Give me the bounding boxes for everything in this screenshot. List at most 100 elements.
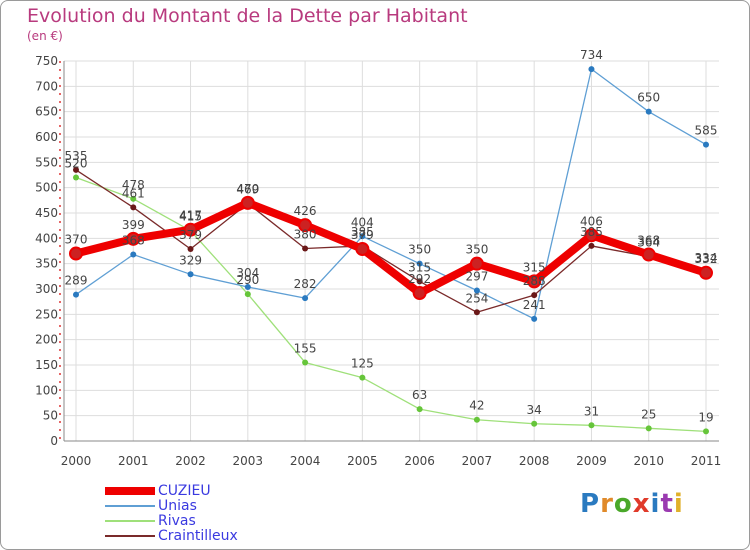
- data-label: 19: [698, 410, 713, 424]
- series-line: [75, 176, 707, 433]
- data-point: [302, 245, 309, 252]
- x-tick-label: 2004: [290, 454, 321, 468]
- data-label: 470: [236, 182, 259, 196]
- y-tick-label: 250: [35, 307, 58, 321]
- y-tick-label: 300: [35, 282, 58, 296]
- x-tick-label: 2007: [462, 454, 493, 468]
- data-label: 34: [527, 403, 542, 417]
- data-label: 289: [65, 274, 88, 288]
- data-point: [588, 422, 595, 429]
- y-tick-label: 200: [35, 333, 58, 347]
- data-label: 478: [122, 178, 145, 192]
- data-point: [527, 274, 542, 289]
- data-point: [699, 265, 713, 280]
- data-point: [130, 195, 137, 202]
- data-point: [126, 231, 141, 246]
- data-label: 399: [122, 218, 145, 232]
- legend-item-unias: Unias: [105, 497, 238, 514]
- data-point: [183, 222, 198, 237]
- data-point: [130, 204, 137, 211]
- data-point: [187, 271, 194, 278]
- x-tick-label: 2008: [519, 454, 550, 468]
- data-label: 292: [408, 272, 431, 286]
- x-tick-label: 2005: [347, 454, 378, 468]
- series-line: [75, 68, 707, 320]
- x-tick-label: 2003: [233, 454, 264, 468]
- data-point: [584, 228, 599, 243]
- data-point: [244, 283, 251, 290]
- y-tick-label: 450: [35, 206, 58, 220]
- data-label: 368: [637, 234, 660, 248]
- series-rivas: [73, 174, 709, 435]
- data-point: [298, 218, 313, 233]
- data-point: [473, 416, 480, 423]
- data-label: 288: [523, 274, 546, 288]
- legend-swatch-unias: [105, 504, 155, 507]
- labels-unias: 289 368 329 304 282 404 350 297 241 734 650 585: [65, 48, 718, 312]
- data-label: 297: [465, 270, 488, 284]
- legend-label-rivas: Rivas: [158, 512, 196, 529]
- data-label: 404: [351, 215, 374, 229]
- series-cuzieu: [69, 195, 713, 301]
- data-point: [588, 242, 595, 249]
- data-point: [355, 241, 370, 256]
- logo-letter: x: [632, 489, 651, 519]
- data-label: 350: [465, 243, 488, 257]
- data-label: 315: [523, 260, 546, 274]
- y-tick-label: 50: [43, 409, 58, 423]
- data-point: [302, 359, 309, 366]
- chart-unit: (en €): [27, 29, 63, 43]
- series-line: [75, 169, 707, 313]
- data-label: 406: [580, 214, 603, 228]
- data-label: 380: [294, 227, 317, 241]
- chart-title: Evolution du Montant de la Dette par Hab…: [27, 5, 468, 27]
- y-tick-label: 500: [35, 181, 58, 195]
- x-tick-label: 2009: [576, 454, 607, 468]
- data-label: 426: [294, 204, 317, 218]
- data-label: 315: [408, 260, 431, 274]
- data-point: [473, 287, 480, 294]
- legend-item-cuzieu: CUZIEU: [105, 482, 238, 499]
- data-label: 241: [523, 298, 546, 312]
- y-tick-label: 550: [35, 155, 58, 169]
- data-label: 520: [65, 157, 88, 171]
- proxiti-logo: Proxiti: [580, 489, 684, 519]
- y-tick-label: 700: [35, 79, 58, 93]
- data-label: 42: [469, 399, 484, 413]
- legend-item-rivas: Rivas: [105, 512, 238, 529]
- data-label: 379: [179, 228, 202, 242]
- data-point: [469, 256, 484, 271]
- x-tick-label: 2000: [61, 454, 92, 468]
- data-label: 585: [695, 124, 718, 138]
- y-tick-label: 750: [35, 54, 58, 68]
- data-point: [130, 251, 137, 258]
- data-label: 332: [695, 252, 718, 266]
- legend-label-cuzieu: CUZIEU: [158, 482, 211, 499]
- labels-craintilleux: 535 461 379 469 380 385 315 254 288 385 364 334: [65, 149, 718, 305]
- data-point: [412, 286, 427, 301]
- x-tick-label: 2010: [633, 454, 664, 468]
- x-tick-label: 2002: [175, 454, 206, 468]
- series-unias: [73, 66, 709, 322]
- x-tick-label: 2006: [404, 454, 435, 468]
- data-label: 379: [351, 228, 374, 242]
- data-point: [416, 278, 423, 285]
- data-point: [645, 425, 652, 432]
- legend-label-unias: Unias: [158, 497, 197, 514]
- series-line: [75, 198, 708, 298]
- legend-swatch-rivas: [105, 519, 155, 522]
- x-tick-label: 2001: [118, 454, 149, 468]
- data-label: 734: [580, 48, 603, 62]
- data-label: 254: [465, 291, 488, 305]
- data-label: 385: [351, 225, 374, 239]
- legend-swatch-craintilleux: [105, 534, 155, 537]
- labels-cuzieu: 370 399 417 470 426 379 292 350 315 406 368 332: [65, 182, 718, 286]
- y-tick-label: 150: [35, 358, 58, 372]
- data-point: [416, 406, 423, 413]
- data-label: 31: [584, 404, 599, 418]
- data-label: 282: [294, 277, 317, 291]
- logo-letter: o: [613, 489, 633, 519]
- legend: CUZIEU Unias Rivas Craintilleux: [105, 482, 238, 544]
- x-tick-label: 2011: [691, 454, 722, 468]
